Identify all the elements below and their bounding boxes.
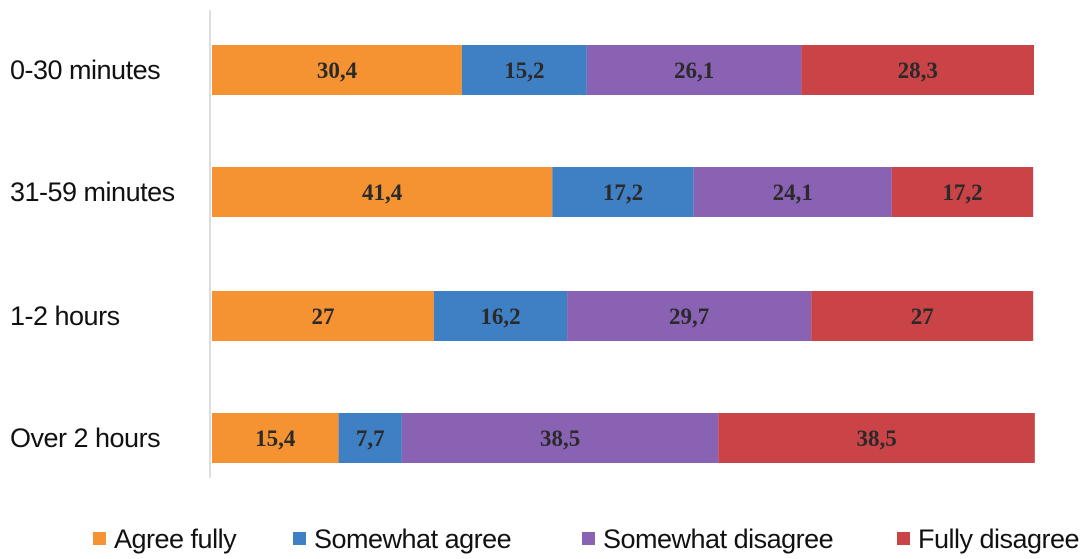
bar-segment-somewhat-agree-over-2-hours [338,413,402,463]
data-label-somewhat-disagree-over-2-hours: 38,5 [540,426,580,451]
category-labels-group: 0-30 minutes 31-59 minutes 1-2 hours Over 2… [10,55,175,453]
legend-item-fully-disagree: Fully disagree [897,524,1080,554]
legend-label-agree-fully: Agree fully [114,524,237,554]
data-label-fully-disagree-over-2-hours: 38,5 [856,426,896,451]
data-label-fully-disagree-31-59-minutes: 17,2 [942,180,982,205]
legend-swatch-somewhat-disagree [582,532,595,545]
bar-segment-agree-fully-over-2-hours [212,413,339,463]
legend: Agree fully Somewhat agree Somewhat disagr… [93,524,1080,554]
bar-segment-fully-disagree-1-2-hours [811,291,1034,341]
data-label-somewhat-disagree-1-2-hours: 29,7 [669,304,709,329]
data-label-somewhat-agree-31-59-minutes: 17,2 [603,180,643,205]
legend-swatch-fully-disagree [897,532,910,545]
category-label-1-2-hours: 1-2 hours [10,301,120,331]
data-label-somewhat-agree-1-2-hours: 16,2 [480,304,520,329]
bar-segment-somewhat-agree-0-30-minutes [461,45,587,95]
bar-segment-somewhat-disagree-1-2-hours [567,291,812,341]
data-label-somewhat-disagree-0-30-minutes: 26,1 [674,58,714,83]
data-label-somewhat-agree-0-30-minutes: 15,2 [504,58,544,83]
category-label-0-30-minutes: 0-30 minutes [10,55,160,85]
legend-label-fully-disagree: Fully disagree [918,524,1079,554]
category-label-over-2-hours: Over 2 hours [10,423,160,453]
bar-segment-somewhat-disagree-over-2-hours [401,413,719,463]
bar-segment-agree-fully-1-2-hours [212,291,434,341]
data-label-agree-fully-31-59-minutes: 41,4 [362,180,403,205]
data-label-somewhat-agree-over-2-hours: 7,7 [356,426,385,451]
legend-item-somewhat-agree: Somewhat agree [293,524,512,554]
data-label-somewhat-disagree-31-59-minutes: 24,1 [773,180,813,205]
bar-segment-somewhat-agree-31-59-minutes [552,167,694,217]
data-label-fully-disagree-0-30-minutes: 28,3 [898,58,938,83]
bar-segment-fully-disagree-over-2-hours [718,413,1035,463]
bar-segment-fully-disagree-0-30-minutes [801,45,1034,95]
bar-segment-fully-disagree-31-59-minutes [891,167,1034,217]
bars-group: 30,4 15,2 26,1 28,3 41,4 17,2 24,1 17,2 27 16,2 29… [212,45,1035,463]
data-label-agree-fully-1-2-hours: 27 [311,304,334,329]
bar-segment-agree-fully-0-30-minutes [212,45,462,95]
bar-segment-somewhat-disagree-31-59-minutes [693,167,892,217]
bar-segment-somewhat-disagree-0-30-minutes [586,45,802,95]
data-label-agree-fully-over-2-hours: 15,4 [255,426,296,451]
legend-swatch-somewhat-agree [293,532,306,545]
legend-item-agree-fully: Agree fully [93,524,238,554]
legend-item-somewhat-disagree: Somewhat disagree [582,524,834,554]
category-label-31-59-minutes: 31-59 minutes [10,177,175,207]
legend-label-somewhat-agree: Somewhat agree [314,524,511,554]
bar-segment-somewhat-agree-1-2-hours [433,291,568,341]
data-label-fully-disagree-1-2-hours: 27 [911,304,934,329]
legend-label-somewhat-disagree: Somewhat disagree [603,524,833,554]
bar-segment-agree-fully-31-59-minutes [212,167,553,217]
legend-swatch-agree-fully [93,532,106,545]
data-label-agree-fully-0-30-minutes: 30,4 [317,58,358,83]
